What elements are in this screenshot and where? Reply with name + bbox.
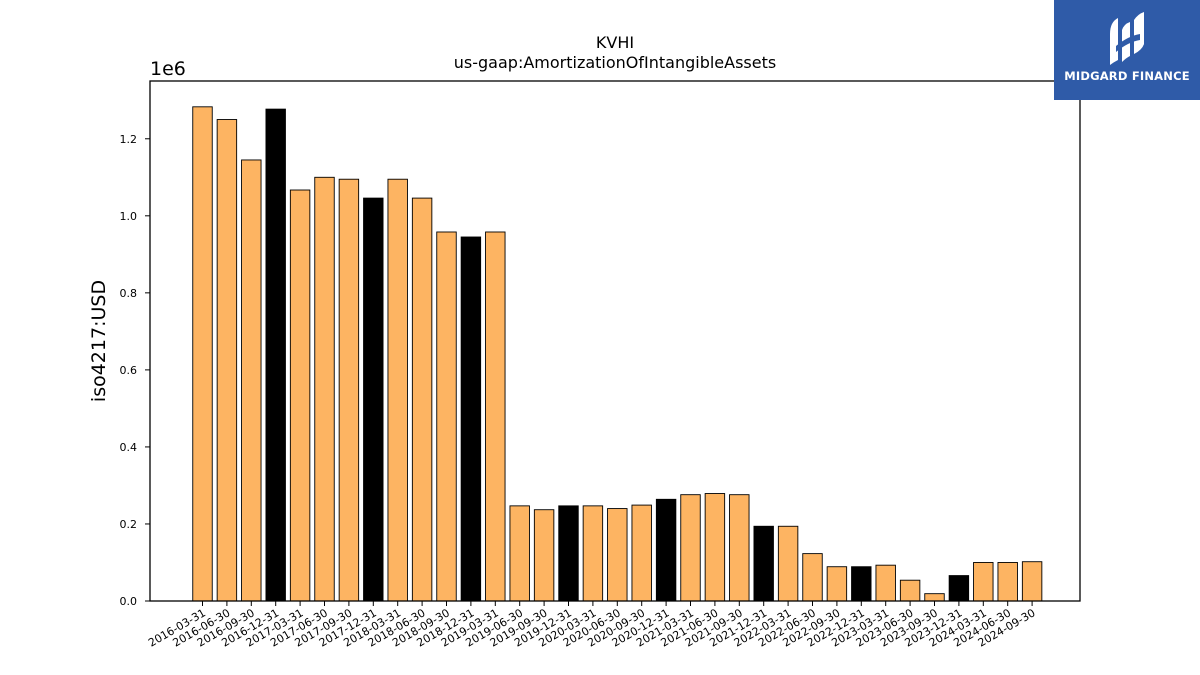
bar-2016-06-30 [216, 119, 238, 602]
plot-frame [149, 80, 1081, 602]
bar-2020-06-30 [607, 508, 628, 602]
y-tick-label: 0.2 [120, 518, 138, 531]
bar-2018-03-31 [387, 178, 408, 602]
y-tick-label: 0.0 [120, 595, 138, 608]
x-ticks-group: 2016-03-312016-06-302016-09-302016-12-31… [146, 601, 1038, 650]
bar-2016-03-31 [192, 106, 213, 602]
bar-2023-06-30 [899, 579, 921, 602]
bar-2023-12-31 [948, 575, 970, 602]
bar-2023-09-30 [924, 593, 945, 602]
bar-2022-12-31 [851, 566, 872, 602]
bar-2024-03-31 [973, 562, 994, 602]
bar-2017-12-31 [363, 197, 384, 602]
bar-2016-09-30 [241, 159, 262, 602]
logo-text: MIDGARD FINANCE [1064, 69, 1190, 83]
bar-2019-12-31 [558, 505, 579, 602]
bar-2018-09-30 [436, 231, 457, 602]
y-tick-label: 0.4 [120, 441, 138, 454]
bar-2024-06-30 [997, 562, 1018, 602]
bar-2021-09-30 [729, 494, 750, 602]
bar-2020-12-31 [655, 498, 677, 602]
y-tick-label: 0.6 [120, 364, 138, 377]
y-tick-label: 1.0 [120, 210, 138, 223]
bar-2023-03-31 [875, 564, 896, 602]
y-multiplier: 1e6 [150, 58, 186, 80]
bar-2018-06-30 [411, 197, 433, 602]
chart-title: KVHI [596, 33, 634, 52]
bar-2017-03-31 [289, 189, 311, 602]
chart-subtitle: us-gaap:AmortizationOfIntangibleAssets [454, 53, 776, 72]
bar-2019-09-30 [533, 509, 555, 602]
y-tick-label: 1.2 [120, 133, 138, 146]
midgard-finance-logo: MIDGARD FINANCE [1054, 0, 1200, 100]
y-ticks-group: 0.0 0.2 0.4 0.6 0.8 1.0 1.2 [120, 133, 150, 608]
bar-2021-03-31 [680, 494, 701, 602]
y-tick-label: 0.8 [120, 287, 138, 300]
bar-2018-12-31 [460, 236, 482, 602]
bar-2020-09-30 [631, 504, 652, 602]
bar-2022-06-30 [802, 553, 823, 602]
y-axis-label: iso4217:USD [88, 280, 110, 402]
midgard-logo-icon [1110, 12, 1144, 65]
bar-2019-03-31 [485, 231, 506, 602]
bar-2021-12-31 [753, 525, 774, 602]
bar-2020-03-31 [582, 505, 604, 602]
bar-2017-06-30 [314, 176, 335, 602]
bar-2019-06-30 [509, 505, 530, 602]
bar-2022-09-30 [826, 566, 848, 602]
bar-2022-03-31 [777, 525, 799, 602]
bar-2024-09-30 [1021, 561, 1043, 602]
bar-2017-09-30 [338, 178, 360, 602]
bars-group [192, 106, 1043, 602]
bar-2016-12-31 [265, 108, 286, 602]
bar-2021-06-30 [704, 493, 726, 602]
